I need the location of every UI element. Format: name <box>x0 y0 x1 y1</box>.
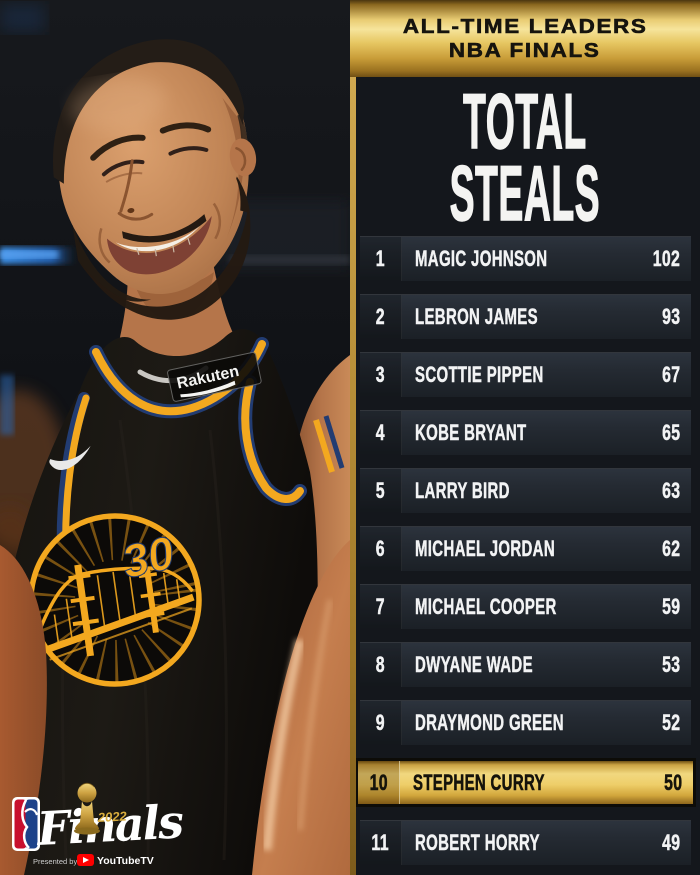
rank: 5 <box>375 478 386 504</box>
player-name: KOBE BRYANT <box>415 420 527 446</box>
steals-value: 49 <box>661 830 680 856</box>
steals-value: 53 <box>661 652 680 678</box>
page-title: TOTAL STEALS <box>350 76 700 237</box>
player-name: MICHAEL JORDAN <box>415 536 555 562</box>
gold-divider <box>350 0 356 875</box>
eyebrow-right <box>159 122 212 134</box>
leaderboard-row-8: 8 DWYANE WADE 53 <box>360 642 691 687</box>
steals-value: 102 <box>652 246 680 272</box>
eye-right <box>168 146 209 156</box>
presented-by-label: Presented by <box>33 857 77 866</box>
left-arm <box>0 545 47 875</box>
finals-year: 2022 <box>96 808 127 825</box>
jersey-number: 30 <box>117 526 179 588</box>
player-name: SCOTTIE PIPPEN <box>415 362 544 388</box>
youtube-icon <box>77 854 94 866</box>
eye-left <box>101 159 145 177</box>
nose <box>117 159 154 221</box>
nba-finals-logo: Finals 2022 Presented by YouTubeTV <box>12 782 184 867</box>
player-name: STEPHEN CURRY <box>413 769 545 795</box>
steals-value: 52 <box>661 710 680 736</box>
rank: 10 <box>369 769 388 795</box>
nba-logo <box>12 797 40 851</box>
network-label: YouTubeTV <box>97 855 154 867</box>
banner: ALL-TIME LEADERS NBA FINALS <box>350 0 700 77</box>
armhole-gold-trim <box>241 378 304 503</box>
player-name: ROBERT HORRY <box>415 830 540 856</box>
leaderboard-rows: 1 MAGIC JOHNSON 102 2 LEBRON JAMES 93 3 … <box>350 232 700 865</box>
title-line2: STEALS <box>449 148 601 237</box>
leaderboard-row-9: 9 DRAYMOND GREEN 52 <box>360 700 691 745</box>
leaderboard-row-3: 3 SCOTTIE PIPPEN 67 <box>360 352 691 397</box>
banner-line1: ALL-TIME LEADERS <box>402 15 648 38</box>
beard <box>72 176 251 320</box>
player-name: LEBRON JAMES <box>415 304 538 330</box>
steals-value: 59 <box>661 594 680 620</box>
leaderboard-panel: ALL-TIME LEADERS NBA FINALS TOTAL STEALS… <box>350 0 700 875</box>
sponsor-patch: Rakuten <box>167 351 262 402</box>
leaderboard-row-11: 11 ROBERT HORRY 49 <box>360 820 691 865</box>
rank: 9 <box>375 710 386 736</box>
smile <box>106 215 212 275</box>
rank: 11 <box>371 830 390 856</box>
finals-script: Finals <box>34 794 184 856</box>
leaderboard-row-2: 2 LEBRON JAMES 93 <box>360 294 691 339</box>
leaderboard-row-7: 7 MICHAEL COOPER 59 <box>360 584 691 629</box>
golden-gate-bridge <box>38 564 195 661</box>
rank: 2 <box>375 304 386 330</box>
player-face <box>53 39 257 320</box>
player-name: MAGIC JOHNSON <box>415 246 548 272</box>
hair <box>53 39 245 184</box>
warriors-bridge-logo: 30 <box>28 513 202 687</box>
title-line1: TOTAL <box>463 76 587 165</box>
rank: 7 <box>375 594 386 620</box>
rank: 6 <box>375 536 386 562</box>
leaderboard-row-5: 5 LARRY BIRD 63 <box>360 468 691 513</box>
right-forearm <box>252 540 350 875</box>
steals-value: 67 <box>661 362 680 388</box>
player-name: DWYANE WADE <box>415 652 533 678</box>
finals-trophy-icon <box>74 782 100 835</box>
leaderboard-row-1: 1 MAGIC JOHNSON 102 <box>360 236 691 281</box>
steals-value: 63 <box>661 478 680 504</box>
rank: 8 <box>375 652 386 678</box>
swoosh-icon <box>49 445 91 470</box>
player-name: LARRY BIRD <box>415 478 510 504</box>
player-name: DRAYMOND GREEN <box>415 710 564 736</box>
leaderboard-row-4: 4 KOBE BRYANT 65 <box>360 410 691 455</box>
presented-by-row: Presented by YouTubeTV <box>33 854 154 867</box>
steals-value: 65 <box>661 420 680 446</box>
jersey: Rakuten <box>0 329 345 875</box>
eyebrow-left <box>90 134 146 161</box>
rank: 3 <box>375 362 386 388</box>
steals-value: 62 <box>661 536 680 562</box>
leaderboard-row-6: 6 MICHAEL JORDAN 62 <box>360 526 691 571</box>
steals-value: 50 <box>663 769 682 795</box>
banner-line2: NBA FINALS <box>449 39 601 62</box>
rank: 1 <box>375 246 386 272</box>
player-photo: Rakuten <box>0 0 350 875</box>
steals-value: 93 <box>661 304 680 330</box>
player-name: MICHAEL COOPER <box>415 594 557 620</box>
led-board-strip <box>0 247 76 264</box>
rank: 4 <box>375 420 386 446</box>
player-photo-illustration: Rakuten <box>0 0 350 875</box>
leaderboard-row-10-highlighted: 10 STEPHEN CURRY 50 <box>355 758 696 807</box>
